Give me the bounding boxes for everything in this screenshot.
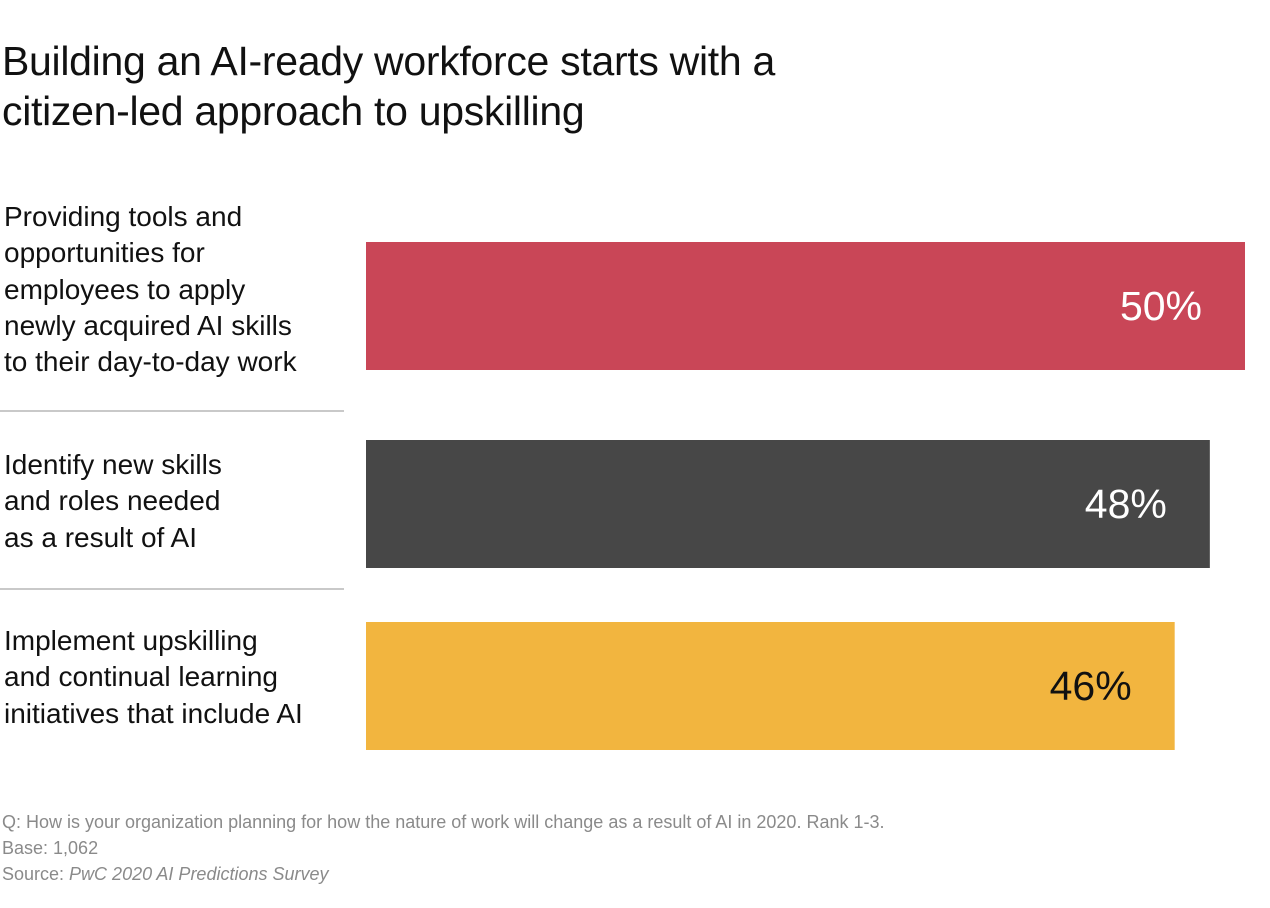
category-label-line: employees to apply xyxy=(4,273,246,305)
bar-3 xyxy=(366,622,1175,750)
bar-value-label-3: 46% xyxy=(1050,663,1132,709)
footnote-question: Q: How is your organization planning for… xyxy=(2,812,885,832)
bar-value-label-1: 50% xyxy=(1120,283,1202,329)
footnote-source: Source: PwC 2020 AI Predictions Survey xyxy=(2,861,329,887)
category-label-line: Providing tools and xyxy=(4,201,243,232)
category-label-3: Implement upskilling and continual learn… xyxy=(4,623,354,732)
chart-title: Building an AI-ready workforce starts wi… xyxy=(2,36,775,136)
title-line-1: Building an AI-ready workforce starts wi… xyxy=(2,38,775,84)
source-prefix: Source: xyxy=(2,864,70,884)
category-label-line: Identify new skills xyxy=(4,449,222,480)
category-label-line: as a result of AI xyxy=(4,521,197,553)
bar-2 xyxy=(366,440,1210,568)
category-label-line: and roles needed xyxy=(4,485,221,517)
category-label-1: Providing tools and opportunities for em… xyxy=(4,199,354,380)
category-label-line: opportunities for xyxy=(4,237,205,269)
category-label-line: newly acquired AI skills xyxy=(4,309,292,341)
bar-1 xyxy=(366,242,1245,370)
category-label-line: and continual learning xyxy=(4,661,278,693)
footnote-base: Base: 1,062 xyxy=(2,838,99,858)
source-name: PwC 2020 AI Predictions Survey xyxy=(69,864,329,884)
bar-value-label-2: 48% xyxy=(1085,481,1167,527)
category-label-line: initiatives that include AI xyxy=(4,697,303,729)
row-divider xyxy=(0,410,344,412)
category-label-2: Identify new skills and roles needed as … xyxy=(4,447,354,556)
row-divider xyxy=(0,588,344,590)
title-line-2: citizen-led approach to upskilling xyxy=(2,88,585,134)
category-label-line: Implement upskilling xyxy=(4,625,258,656)
category-label-line: to their day-to-day work xyxy=(4,346,297,378)
